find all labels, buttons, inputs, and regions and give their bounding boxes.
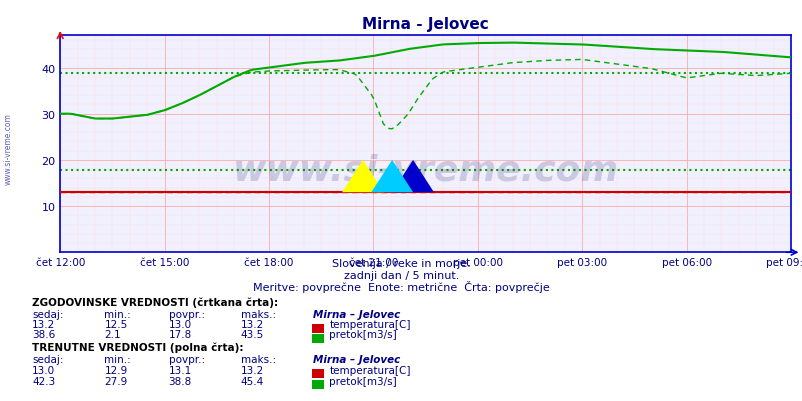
Text: pretok[m3/s]: pretok[m3/s]	[329, 330, 396, 340]
Text: 13.0: 13.0	[168, 320, 192, 330]
Polygon shape	[371, 160, 412, 193]
Text: www.si-vreme.com: www.si-vreme.com	[3, 113, 13, 184]
Text: ZGODOVINSKE VREDNOSTI (črtkana črta):: ZGODOVINSKE VREDNOSTI (črtkana črta):	[32, 296, 278, 307]
Text: 42.3: 42.3	[32, 376, 55, 386]
Text: zadnji dan / 5 minut.: zadnji dan / 5 minut.	[343, 270, 459, 280]
Text: 12.9: 12.9	[104, 365, 128, 375]
Text: 13.2: 13.2	[241, 365, 264, 375]
Text: 12.5: 12.5	[104, 320, 128, 330]
Text: 2.1: 2.1	[104, 330, 121, 340]
Text: 27.9: 27.9	[104, 376, 128, 386]
Title: Mirna - Jelovec: Mirna - Jelovec	[362, 17, 488, 32]
Text: temperatura[C]: temperatura[C]	[329, 365, 410, 375]
Polygon shape	[391, 160, 433, 193]
Text: www.si-vreme.com: www.si-vreme.com	[233, 154, 618, 187]
Text: 13.0: 13.0	[32, 365, 55, 375]
Text: povpr.:: povpr.:	[168, 309, 205, 319]
Text: 43.5: 43.5	[241, 330, 264, 340]
Text: 38.8: 38.8	[168, 376, 192, 386]
Text: Meritve: povprečne  Enote: metrične  Črta: povprečje: Meritve: povprečne Enote: metrične Črta:…	[253, 280, 549, 292]
Text: Slovenija / reke in morje.: Slovenija / reke in morje.	[332, 259, 470, 269]
Text: Mirna – Jelovec: Mirna – Jelovec	[313, 309, 400, 319]
Text: temperatura[C]: temperatura[C]	[329, 320, 410, 330]
Text: 45.4: 45.4	[241, 376, 264, 386]
Text: sedaj:: sedaj:	[32, 309, 63, 319]
Text: min.:: min.:	[104, 354, 131, 364]
Text: 13.1: 13.1	[168, 365, 192, 375]
Text: pretok[m3/s]: pretok[m3/s]	[329, 376, 396, 386]
Text: min.:: min.:	[104, 309, 131, 319]
Text: TRENUTNE VREDNOSTI (polna črta):: TRENUTNE VREDNOSTI (polna črta):	[32, 342, 243, 352]
Text: 13.2: 13.2	[241, 320, 264, 330]
Text: maks.:: maks.:	[241, 309, 276, 319]
Text: Mirna – Jelovec: Mirna – Jelovec	[313, 354, 400, 364]
Text: povpr.:: povpr.:	[168, 354, 205, 364]
Text: sedaj:: sedaj:	[32, 354, 63, 364]
Text: 38.6: 38.6	[32, 330, 55, 340]
Polygon shape	[342, 160, 383, 193]
Text: 17.8: 17.8	[168, 330, 192, 340]
Text: 13.2: 13.2	[32, 320, 55, 330]
Text: maks.:: maks.:	[241, 354, 276, 364]
